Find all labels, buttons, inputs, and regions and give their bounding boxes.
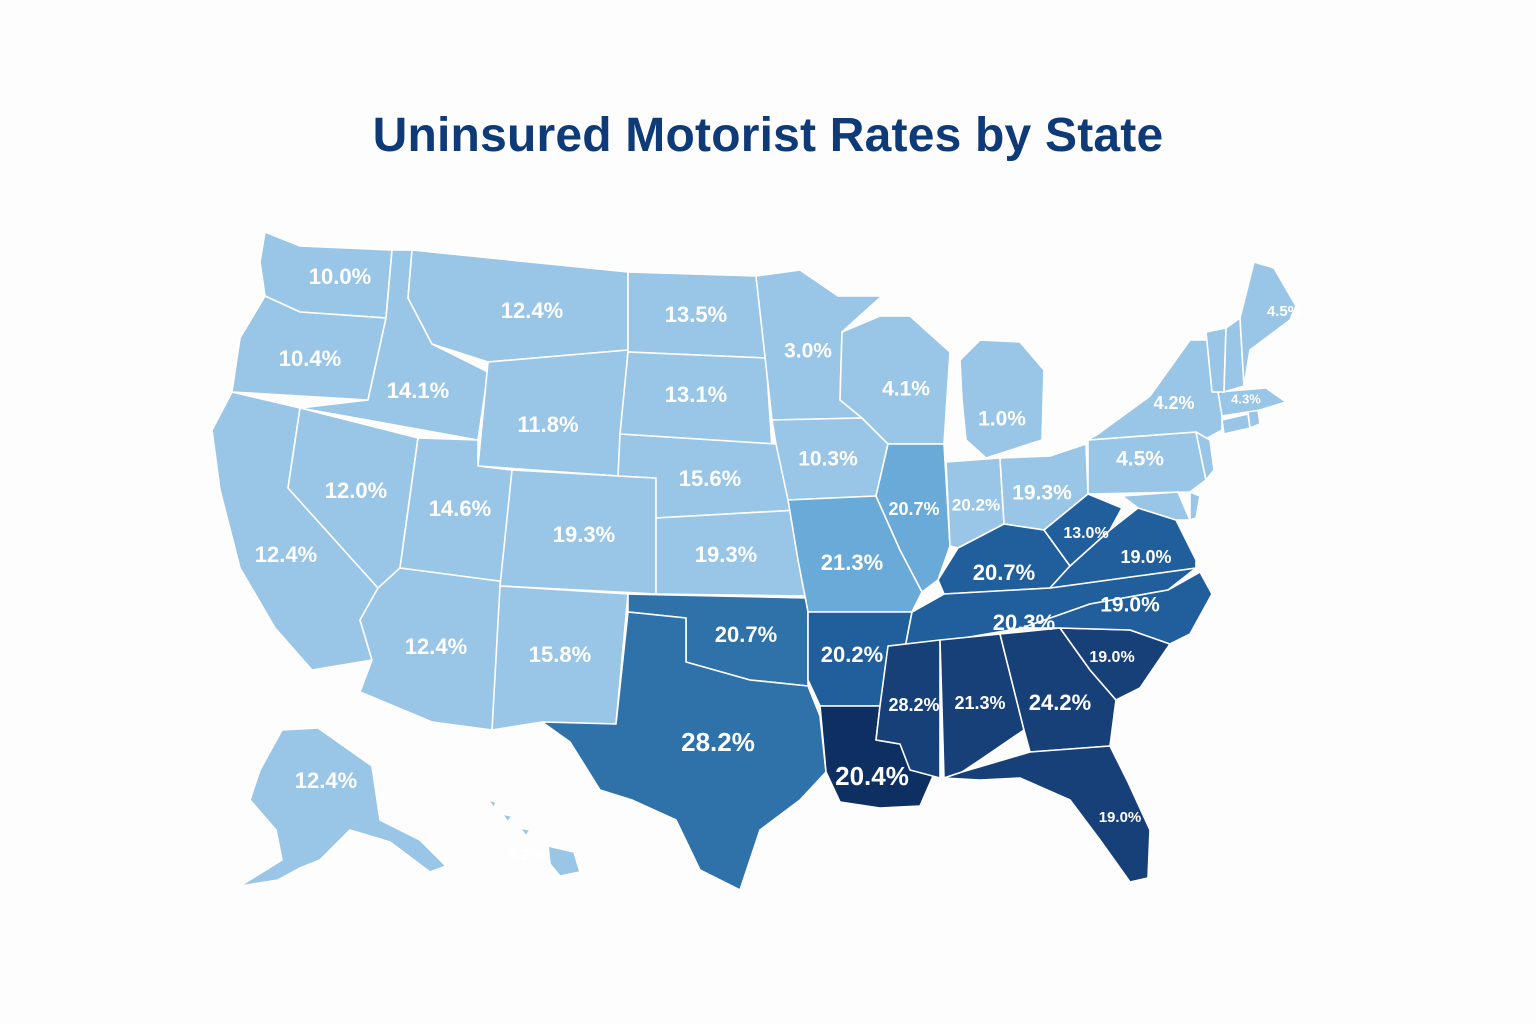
state-label-mn: 3.0% [784, 340, 832, 363]
state-label-la: 20.4% [835, 761, 909, 791]
state-label-ar: 20.2% [821, 642, 883, 667]
state-label-or: 10.4% [279, 346, 341, 371]
state-label-ks: 19.3% [695, 542, 757, 567]
state-label-in: 20.2% [952, 495, 1000, 514]
state-label-wi: 4.1% [882, 378, 930, 401]
state-nc [1021, 571, 1213, 645]
state-label-wv: 13.0% [1063, 525, 1108, 542]
state-wv [1043, 493, 1123, 567]
state-ri [1247, 409, 1261, 429]
state-nj [1195, 431, 1215, 481]
state-label-il: 20.7% [888, 499, 939, 519]
state-ct [1221, 413, 1251, 435]
state-label-id: 14.1% [387, 378, 449, 403]
state-md [1121, 491, 1191, 521]
state-label-ca: 12.4% [255, 542, 317, 567]
state-label-mo: 21.3% [821, 550, 883, 575]
state-me [1239, 261, 1297, 387]
state-label-ak: 12.4% [295, 768, 357, 793]
state-label-ia: 10.3% [798, 448, 858, 471]
state-fl [943, 745, 1151, 883]
state-mi [959, 339, 1045, 459]
state-label-al: 21.3% [954, 693, 1005, 713]
state-label-ut: 14.6% [429, 496, 491, 521]
state-label-ok: 20.7% [715, 622, 777, 647]
state-ak [239, 727, 447, 887]
state-label-tx: 28.2% [681, 727, 755, 757]
state-label-ne: 15.6% [679, 466, 741, 491]
state-label-nv: 12.0% [325, 478, 387, 503]
hawaii-island-2 [501, 813, 513, 823]
state-il [875, 443, 951, 593]
state-de [1189, 491, 1201, 521]
state-label-wy: 11.8% [517, 412, 578, 437]
state-labels: 10.0% 10.4% 12.4% 14.1% 12.0% 12.4% 11.8% 14.6%… [255, 264, 1301, 864]
state-label-me: 4.5% [1267, 303, 1301, 320]
state-label-wa: 10.0% [309, 264, 371, 289]
state-label-hi: 9.2% [508, 847, 544, 864]
state-label-ky: 20.7% [973, 560, 1035, 585]
state-hi [547, 845, 581, 877]
state-label-pa: 4.5% [1116, 448, 1164, 471]
state-label-mi: 1.0% [978, 408, 1026, 431]
state-label-az: 12.4% [405, 634, 467, 659]
state-label-co: 19.3% [553, 522, 615, 547]
state-ny [1087, 339, 1223, 441]
state-ma [1217, 387, 1287, 417]
state-tx [541, 611, 827, 891]
state-label-oh: 19.3% [1012, 482, 1072, 505]
hawaii-island-3 [519, 827, 531, 837]
state-label-ny: 4.2% [1153, 393, 1194, 413]
state-label-nm: 15.8% [529, 642, 591, 667]
hawaii-island-1 [487, 799, 497, 809]
state-label-ga: 24.2% [1029, 690, 1091, 715]
state-shapes [211, 231, 1297, 891]
map-title: Uninsured Motorist Rates by State [372, 109, 1164, 162]
state-label-ma: 4.3% [1231, 391, 1261, 406]
state-label-va: 19.0% [1120, 547, 1171, 567]
state-label-fl: 19.0% [1099, 809, 1142, 826]
state-label-nc: 19.0% [1100, 594, 1160, 617]
state-va [1049, 507, 1197, 589]
state-label-sd: 13.1% [665, 382, 727, 407]
state-label-tn: 20.3% [993, 610, 1055, 635]
state-label-mt: 12.4% [501, 298, 563, 323]
state-label-sc: 19.0% [1089, 649, 1134, 666]
state-label-nd: 13.5% [665, 302, 727, 327]
state-label-ms: 28.2% [888, 695, 939, 715]
